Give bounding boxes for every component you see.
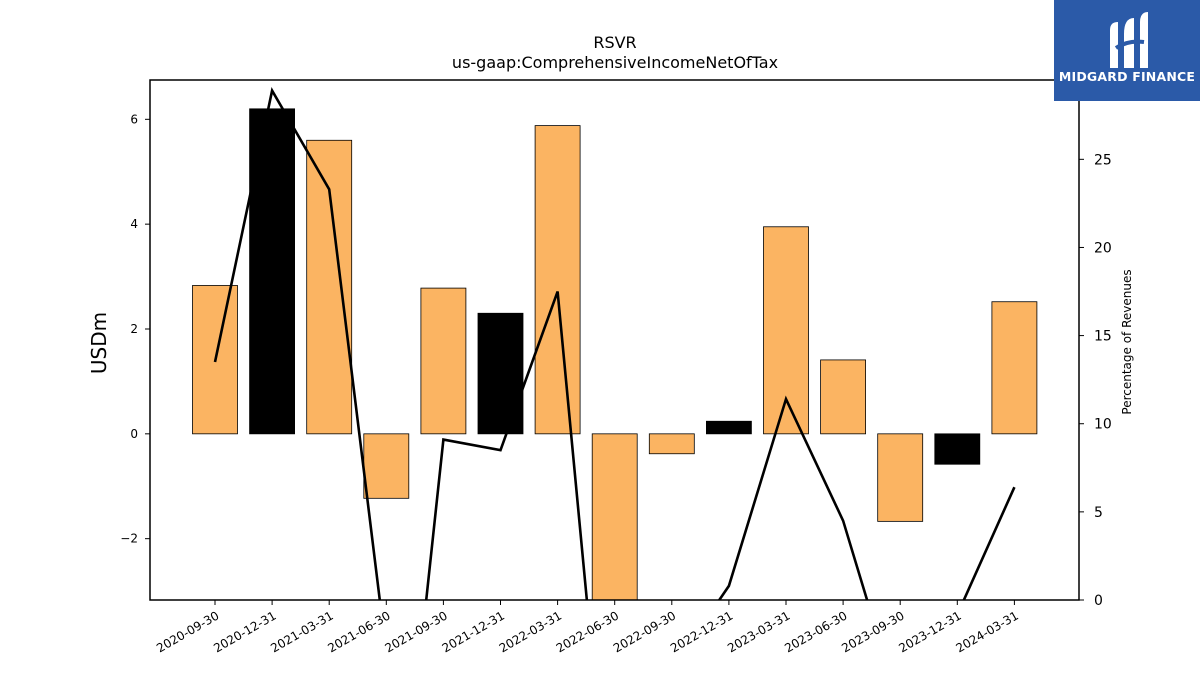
x-tick-label: 2022-12-31 xyxy=(668,608,735,655)
bar xyxy=(363,433,410,499)
x-tick-label: 2023-12-31 xyxy=(896,608,963,655)
x-tick-label: 2024-03-31 xyxy=(953,608,1020,655)
x-tick-label: 2023-06-30 xyxy=(782,608,849,655)
x-tick-label: 2023-03-31 xyxy=(725,608,792,655)
y2-tick-label: 15 xyxy=(1094,329,1112,345)
y2-tick-label: 20 xyxy=(1094,240,1112,256)
x-tick-label: 2021-09-30 xyxy=(382,608,449,655)
bar xyxy=(420,287,467,435)
y-tick-label: 6 xyxy=(130,112,138,126)
bar xyxy=(877,433,924,522)
series-line xyxy=(213,86,1016,600)
y2-tick-label: 5 xyxy=(1094,505,1103,521)
bar xyxy=(306,139,353,435)
y2-tick-label: 25 xyxy=(1094,152,1112,168)
x-tick-label: 2022-03-31 xyxy=(497,608,564,655)
bar xyxy=(648,433,695,455)
midgard-logo-icon xyxy=(1110,12,1148,68)
bars-layer xyxy=(192,108,1038,600)
x-tick-label: 2021-12-31 xyxy=(440,608,507,655)
bar xyxy=(934,433,981,465)
x-tick-label: 2020-12-31 xyxy=(211,608,278,655)
y2-tick-label: 0 xyxy=(1094,593,1103,609)
x-tick-label: 2020-09-30 xyxy=(154,608,221,655)
bar xyxy=(477,312,524,435)
chart-title: RSVR xyxy=(593,33,636,52)
bar xyxy=(820,359,866,435)
y-tick-label: 2 xyxy=(130,322,138,336)
y-axis-label: USDm xyxy=(87,312,111,374)
x-tick-label: 2021-06-30 xyxy=(325,608,392,655)
brand-name: MIDGARD FINANCE xyxy=(1058,69,1196,84)
y2-tick-label: 10 xyxy=(1094,417,1112,433)
y-tick-label: 4 xyxy=(130,217,138,231)
bar xyxy=(249,108,296,435)
bar xyxy=(991,301,1038,435)
x-tick-label: 2023-09-30 xyxy=(839,608,906,655)
x-tick-label: 2021-03-31 xyxy=(268,608,335,655)
x-tick-label: 2022-09-30 xyxy=(611,608,678,655)
bar xyxy=(591,433,638,600)
y-tick-label: 0 xyxy=(130,427,138,441)
bar xyxy=(706,420,752,435)
chart-subtitle: us-gaap:ComprehensiveIncomeNetOfTax xyxy=(452,53,778,72)
y2-axis-label: Percentage of Revenues xyxy=(1120,269,1134,414)
x-tick-label: 2022-06-30 xyxy=(554,608,621,655)
y-tick-label: −2 xyxy=(120,532,138,546)
brand-logo: MIDGARD FINANCE xyxy=(1054,0,1200,101)
bar xyxy=(534,125,581,435)
line-layer xyxy=(213,86,1016,600)
